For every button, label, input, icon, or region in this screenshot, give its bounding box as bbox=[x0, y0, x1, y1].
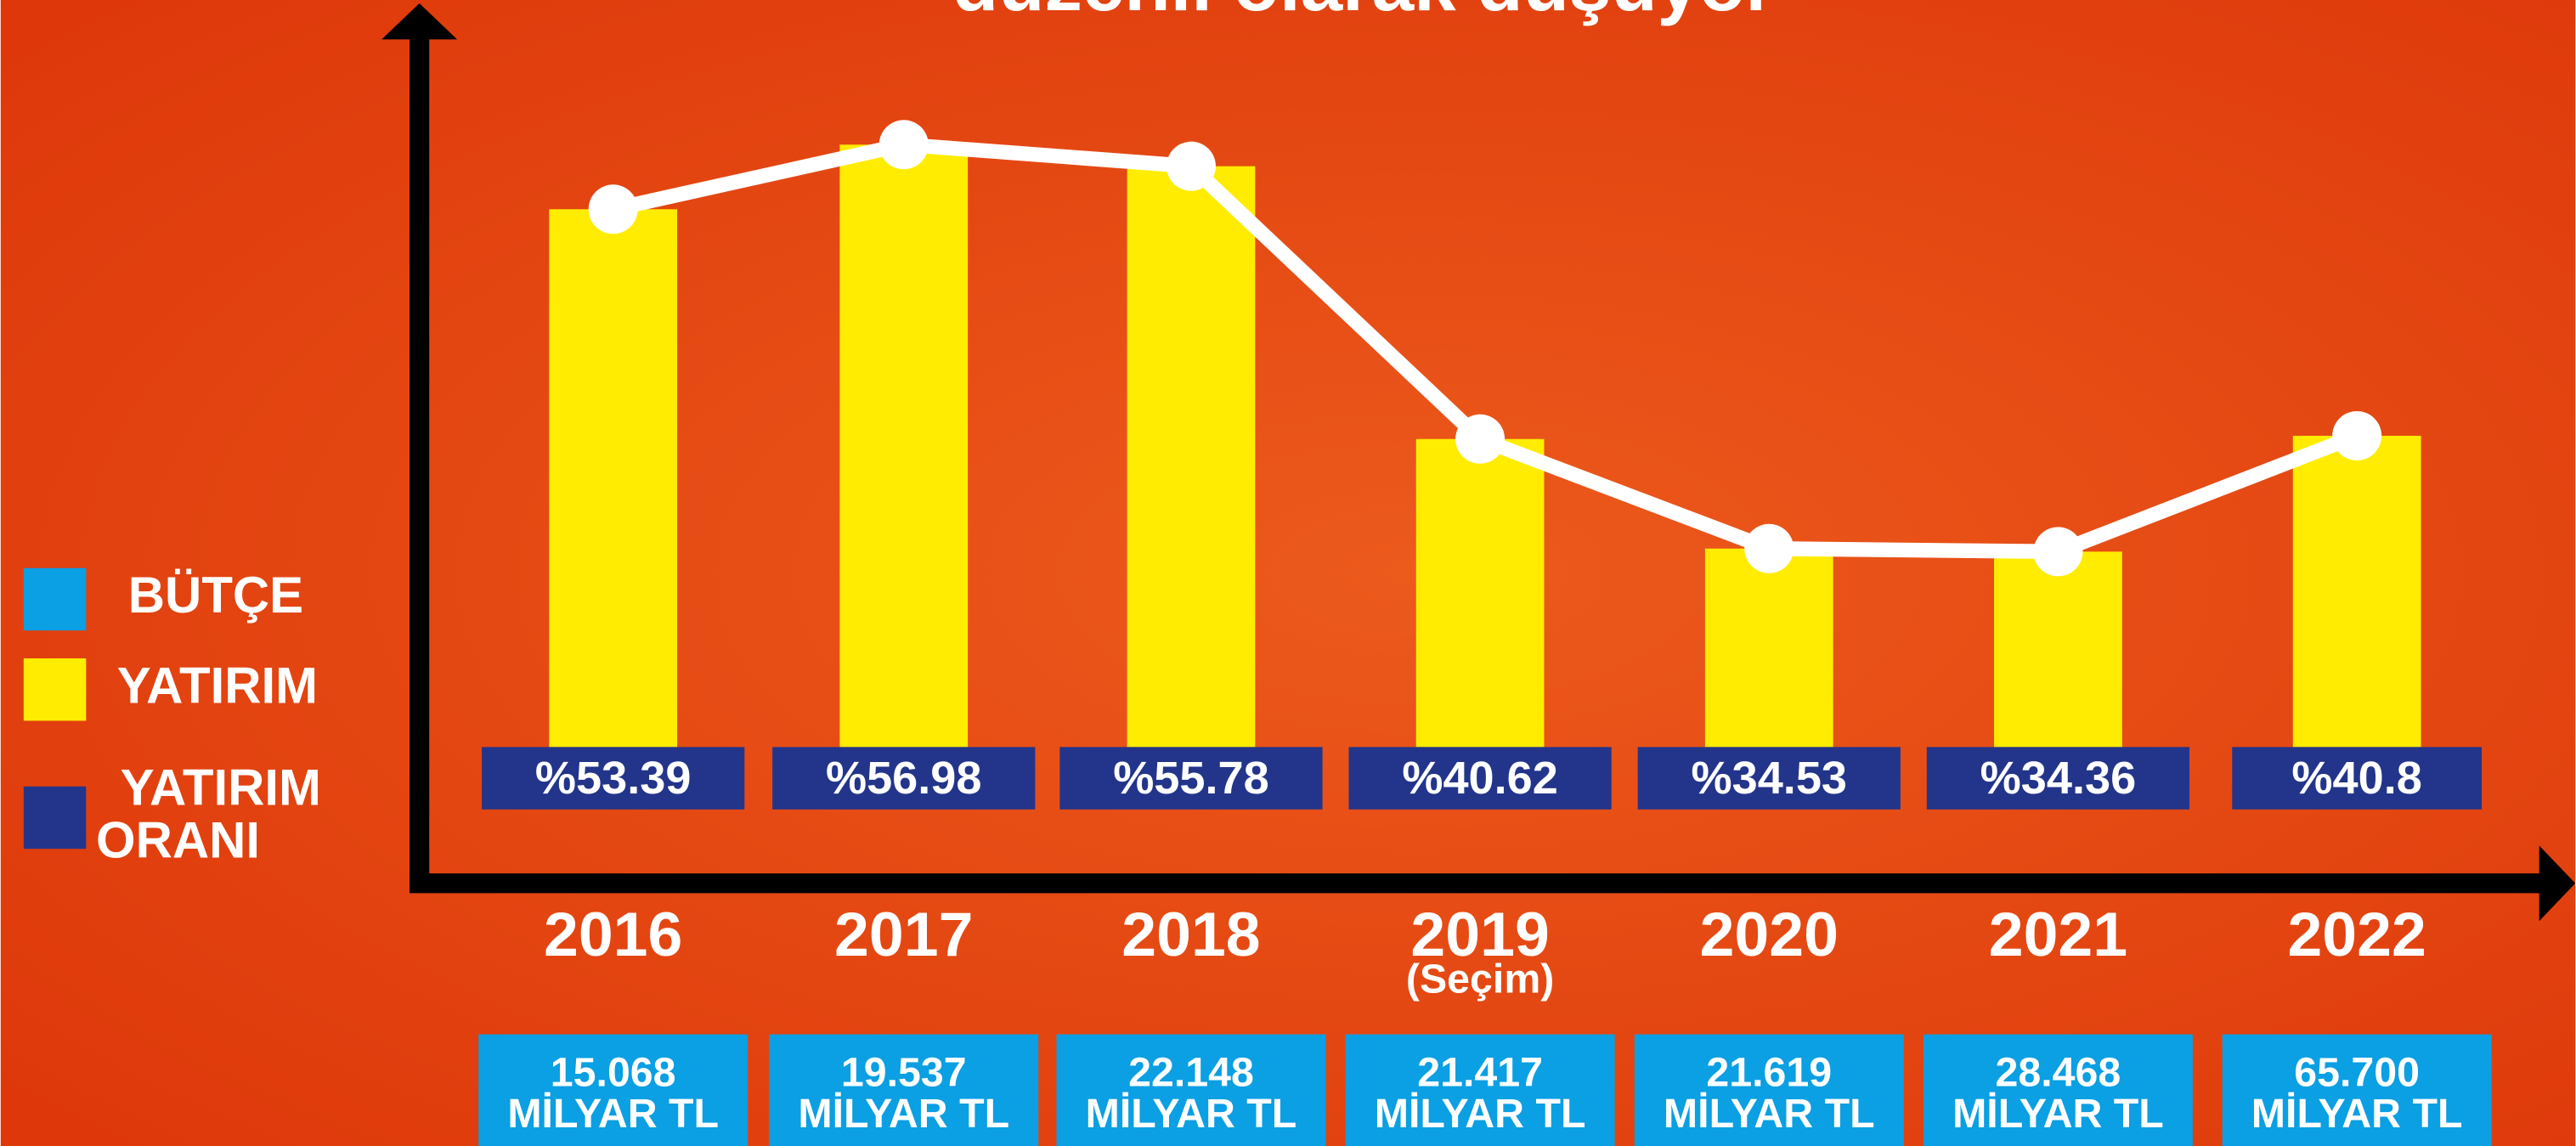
budget-value: 28.468 bbox=[1996, 1050, 2121, 1096]
budget-unit: MİLYAR TL bbox=[798, 1091, 1009, 1137]
ratio-label: %40.8 bbox=[2291, 753, 2421, 804]
x-axis-arrow bbox=[2539, 845, 2576, 922]
bar bbox=[1415, 438, 1545, 748]
ratio-label: %56.98 bbox=[826, 753, 982, 804]
line-point bbox=[878, 120, 929, 170]
ratio-box bbox=[772, 747, 1036, 810]
budget-value: 19.537 bbox=[841, 1050, 967, 1096]
ratio-label: %40.62 bbox=[1402, 753, 1558, 804]
legend-swatch bbox=[23, 786, 87, 850]
budget-value: 21.619 bbox=[1706, 1050, 1832, 1096]
budget-box bbox=[1923, 1034, 2193, 1146]
budget-box bbox=[1634, 1034, 1904, 1146]
bar bbox=[2292, 435, 2421, 748]
y-axis-arrow bbox=[381, 3, 458, 40]
bar bbox=[1994, 551, 2122, 748]
line-point bbox=[1744, 523, 1794, 573]
budget-unit: MİLYAR TL bbox=[1086, 1091, 1297, 1137]
ratio-label: %55.78 bbox=[1113, 753, 1269, 804]
annotation: (Seçim) bbox=[1406, 956, 1554, 1002]
budget-box bbox=[478, 1034, 749, 1146]
ratio-box bbox=[1926, 747, 2190, 810]
ratio-box bbox=[482, 747, 745, 810]
ratio-box bbox=[2232, 747, 2483, 810]
budget-value: 15.068 bbox=[551, 1050, 676, 1096]
line-point bbox=[2332, 410, 2382, 460]
legend-label: YATIRIM bbox=[117, 658, 318, 714]
line-point bbox=[1166, 141, 1216, 191]
legend-label: YATIRIM ORANI bbox=[96, 759, 321, 868]
x-tick-label: 2016 bbox=[544, 900, 682, 969]
bar bbox=[549, 209, 678, 748]
budget-unit: MİLYAR TL bbox=[1375, 1091, 1586, 1137]
budget-box bbox=[1056, 1034, 1326, 1146]
budget-box bbox=[769, 1034, 1039, 1146]
x-tick-label: 2017 bbox=[834, 900, 973, 969]
budget-value: 22.148 bbox=[1128, 1050, 1254, 1096]
x-tick-label: 2018 bbox=[1121, 900, 1260, 969]
budget-unit: MİLYAR TL bbox=[1952, 1091, 2164, 1137]
line-point bbox=[588, 184, 638, 234]
bar bbox=[1127, 166, 1256, 748]
ratio-label: %34.36 bbox=[1980, 753, 2137, 804]
ratio-box bbox=[1637, 747, 1901, 810]
legend-label: BÜTÇE bbox=[128, 567, 303, 624]
chart-title: düzenli olarak düşüyor bbox=[952, 0, 1775, 26]
budget-value: 65.700 bbox=[2294, 1050, 2420, 1096]
x-tick-label: 2022 bbox=[2287, 900, 2426, 969]
plot: BÜTÇE YATIRIM YATIRIM ORANI %53.39 2016 15.068… bbox=[23, 120, 2492, 1146]
budget-box bbox=[2222, 1034, 2492, 1146]
x-tick-label: 2020 bbox=[1700, 900, 1839, 969]
budget-unit: MİLYAR TL bbox=[507, 1091, 719, 1137]
budget-box bbox=[1345, 1034, 1615, 1146]
budget-unit: MİLYAR TL bbox=[1664, 1091, 1875, 1137]
budget-value: 21.417 bbox=[1417, 1050, 1543, 1096]
budget-unit: MİLYAR TL bbox=[2251, 1091, 2463, 1137]
line-point bbox=[2033, 527, 2083, 577]
legend-swatch bbox=[23, 567, 87, 631]
line-point bbox=[1455, 414, 1505, 464]
ratio-label: %53.39 bbox=[535, 753, 692, 804]
bar bbox=[1704, 548, 1833, 748]
x-tick-label: 2021 bbox=[1989, 900, 2127, 969]
x-tick-label: 2019 bbox=[1410, 900, 1549, 969]
bar bbox=[839, 144, 969, 748]
ratio-box bbox=[1059, 747, 1323, 810]
legend-swatch bbox=[23, 658, 87, 721]
ratio-label: %34.53 bbox=[1692, 753, 1848, 804]
ratio-box bbox=[1348, 747, 1612, 810]
